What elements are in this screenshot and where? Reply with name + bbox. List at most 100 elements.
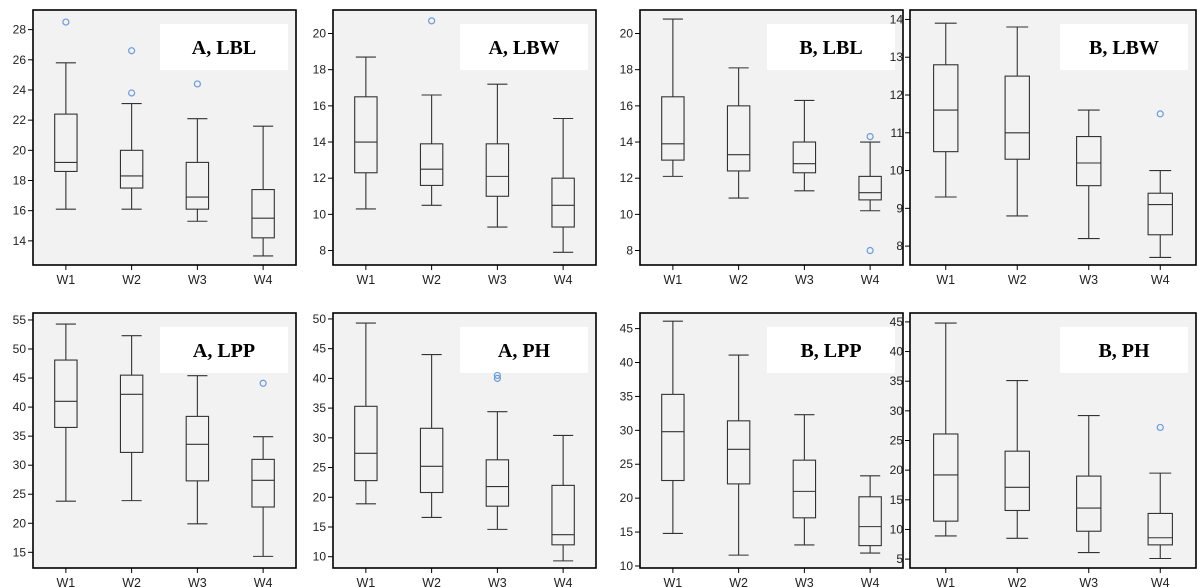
y-tick-label: 55: [13, 313, 27, 327]
panel-6: A, PH 10 15 20 25 30 35 40 45 50 W1 W2 W3 W4: [313, 312, 597, 587]
iqr-box: [119, 374, 144, 453]
panel-1: A, LBL 14 16 18 20 22 24 26 28 W1 W2 W3 W4: [13, 9, 297, 287]
box-W1: [354, 322, 378, 505]
iqr-box: [419, 143, 444, 186]
box-W1: [661, 320, 685, 534]
y-tick-label: 10: [620, 559, 634, 573]
y-tick-label: 20: [313, 27, 327, 41]
iqr-box: [792, 459, 817, 519]
box-W4: [251, 125, 275, 257]
title-box: [460, 24, 588, 70]
y-tick-label: 40: [313, 371, 327, 385]
x-tick-label: W2: [122, 273, 141, 287]
y-tick-label: 35: [620, 389, 634, 403]
x-tick-label: W3: [1079, 576, 1098, 587]
box-W3: [1076, 109, 1102, 240]
y-tick-label: 45: [13, 371, 27, 385]
iqr-box: [485, 459, 510, 507]
x-tick-label: W1: [664, 273, 683, 287]
y-tick-label: 8: [896, 239, 903, 253]
y-tick-label: 15: [13, 545, 27, 559]
y-tick-label: 20: [313, 490, 327, 504]
x-tick-label: W2: [122, 576, 141, 587]
iqr-box: [661, 393, 685, 482]
panel-title: B, LBL: [799, 37, 862, 59]
x-tick-label: W2: [729, 576, 748, 587]
y-tick-label: 11: [891, 126, 904, 140]
panel-title: A, LBL: [192, 37, 256, 59]
iqr-box: [726, 420, 751, 485]
box-W1: [933, 22, 959, 198]
y-tick-label: 20: [620, 27, 634, 41]
outlier-point: [428, 17, 436, 25]
box-W3: [485, 83, 510, 228]
x-tick-label: W1: [936, 576, 955, 587]
iqr-box: [1004, 75, 1030, 160]
title-box: [1060, 327, 1188, 373]
panel-2: A, LBW 8 10 12 14 16 18 20 W1 W2 W3 W4: [313, 9, 597, 287]
box-W3: [485, 411, 510, 530]
y-tick-label: 50: [13, 342, 27, 356]
x-tick-label: W2: [422, 576, 441, 587]
iqr-box: [251, 458, 275, 508]
x-tick-label: W1: [664, 576, 683, 587]
y-tick-label: 30: [620, 423, 634, 437]
x-tick-label: W4: [554, 576, 573, 587]
outlier-point: [128, 89, 136, 97]
box-W3: [792, 414, 817, 546]
box-W4: [1147, 170, 1173, 258]
iqr-box: [551, 177, 575, 228]
x-tick-label: W4: [861, 576, 880, 587]
box-W1: [933, 322, 959, 537]
iqr-box: [485, 143, 510, 197]
panel-7: B, LPP 10 15 20 25 30 35 40 45 W1 W2 W3 W4: [620, 312, 904, 587]
box-W2: [726, 354, 751, 556]
panel-title: B, PH: [1098, 340, 1150, 362]
y-tick-label: 5: [896, 552, 903, 566]
y-tick-label: 30: [313, 431, 327, 445]
y-tick-label: 20: [890, 463, 904, 477]
box-W4: [858, 141, 882, 212]
y-tick-label: 18: [313, 63, 327, 77]
title-box: [1060, 24, 1188, 70]
panel-title: B, LBW: [1089, 37, 1159, 59]
x-tick-label: W3: [795, 273, 814, 287]
y-tick-label: 45: [890, 315, 904, 329]
y-tick-label: 10: [313, 550, 327, 564]
x-tick-label: W4: [554, 273, 573, 287]
iqr-box: [726, 105, 751, 172]
x-tick-label: W1: [57, 576, 76, 587]
box-W1: [661, 18, 685, 177]
x-tick-label: W3: [188, 273, 207, 287]
iqr-box: [354, 96, 378, 174]
iqr-box: [1076, 475, 1102, 532]
box-W2: [419, 94, 444, 206]
box-W4: [858, 475, 882, 554]
box-W2: [1004, 380, 1030, 539]
panel-3: B, LBL 8 10 12 14 16 18 20 W1 W2 W3 W4: [620, 9, 904, 287]
title-box: [767, 327, 895, 373]
x-tick-label: W1: [936, 273, 955, 287]
y-tick-label: 18: [620, 63, 634, 77]
y-tick-label: 16: [13, 204, 27, 218]
box-W2: [119, 103, 144, 210]
panel-title: A, LPP: [193, 340, 255, 362]
x-tick-label: W3: [1079, 273, 1098, 287]
box-W4: [251, 436, 275, 557]
x-tick-label: W3: [188, 576, 207, 587]
y-tick-label: 25: [890, 434, 904, 448]
outlier-point: [866, 132, 874, 141]
y-tick-label: 16: [620, 99, 634, 113]
y-tick-label: 35: [13, 429, 27, 443]
iqr-box: [251, 189, 275, 239]
box-W4: [551, 434, 575, 562]
outlier-point: [493, 371, 501, 380]
x-tick-label: W4: [1151, 576, 1170, 587]
iqr-box: [54, 359, 78, 428]
iqr-box: [858, 496, 882, 547]
y-tick-label: 10: [313, 207, 327, 221]
box-W3: [792, 99, 817, 192]
panel-title: A, LBW: [488, 37, 559, 59]
outlier-point: [128, 47, 136, 55]
